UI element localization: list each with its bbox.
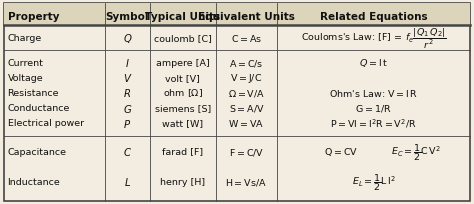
Text: $\mathrm{W=VA}$: $\mathrm{W=VA}$ bbox=[228, 118, 264, 129]
Text: Ohm's Law: $\mathrm{V{=}I\,R}$: Ohm's Law: $\mathrm{V{=}I\,R}$ bbox=[329, 88, 418, 98]
Text: $Q$: $Q$ bbox=[123, 32, 132, 45]
Text: Resistance: Resistance bbox=[8, 89, 59, 98]
Text: coulomb [C]: coulomb [C] bbox=[154, 34, 212, 43]
Text: farad [F]: farad [F] bbox=[162, 147, 203, 156]
Text: siemens [S]: siemens [S] bbox=[155, 104, 211, 113]
Text: Charge: Charge bbox=[8, 34, 42, 43]
Text: $Q{=}\mathrm{I\,t}$: $Q{=}\mathrm{I\,t}$ bbox=[359, 57, 388, 69]
Text: Couloms's Law: [F]$\,{=}\,f_e\dfrac{|Q_1\,Q_2|}{r^2}$: Couloms's Law: [F]$\,{=}\,f_e\dfrac{|Q_1… bbox=[301, 27, 447, 51]
Text: volt [V]: volt [V] bbox=[165, 73, 200, 82]
Text: Symbol: Symbol bbox=[106, 11, 149, 21]
Text: $\Omega\mathrm{=V/A}$: $\Omega\mathrm{=V/A}$ bbox=[228, 88, 265, 98]
Text: watt [W]: watt [W] bbox=[162, 119, 203, 128]
Text: Voltage: Voltage bbox=[8, 73, 43, 82]
Text: $P$: $P$ bbox=[123, 117, 131, 129]
Text: ampere [A]: ampere [A] bbox=[156, 58, 210, 67]
Text: $\mathrm{H=Vs/A}$: $\mathrm{H=Vs/A}$ bbox=[226, 176, 267, 187]
Text: Current: Current bbox=[8, 58, 44, 67]
Text: $\mathrm{C=As}$: $\mathrm{C=As}$ bbox=[231, 33, 262, 44]
Text: ohm [$\Omega$]: ohm [$\Omega$] bbox=[163, 87, 203, 99]
Text: $I$: $I$ bbox=[125, 57, 130, 69]
Text: $\mathrm{F=C/V}$: $\mathrm{F=C/V}$ bbox=[229, 146, 264, 157]
Text: Electrical power: Electrical power bbox=[8, 119, 83, 128]
Text: $E_C{=}\dfrac{1}{2}\mathrm{C\,V^2}$: $E_C{=}\dfrac{1}{2}\mathrm{C\,V^2}$ bbox=[391, 141, 441, 162]
Text: $\mathrm{G{=}1/R}$: $\mathrm{G{=}1/R}$ bbox=[356, 103, 392, 113]
Text: Inductance: Inductance bbox=[8, 177, 60, 186]
Text: $R$: $R$ bbox=[123, 87, 131, 99]
Text: Property: Property bbox=[8, 11, 59, 21]
Text: $\mathrm{P{=}VI{=}I^2R{=}V^2/R}$: $\mathrm{P{=}VI{=}I^2R{=}V^2/R}$ bbox=[330, 117, 417, 129]
Text: $\mathrm{V=J/C}$: $\mathrm{V=J/C}$ bbox=[230, 71, 263, 84]
Text: henry [H]: henry [H] bbox=[160, 177, 205, 186]
Text: Capacitance: Capacitance bbox=[8, 147, 66, 156]
Text: $\mathrm{S=A/V}$: $\mathrm{S=A/V}$ bbox=[228, 103, 264, 113]
Bar bbox=[4, 4, 470, 26]
Text: $C$: $C$ bbox=[123, 145, 132, 157]
Text: $\mathrm{A=C/s}$: $\mathrm{A=C/s}$ bbox=[229, 57, 264, 68]
Text: $V$: $V$ bbox=[123, 72, 132, 84]
Text: Conductance: Conductance bbox=[8, 104, 70, 113]
Text: Typical Units: Typical Units bbox=[145, 11, 220, 21]
Text: Equivalent Units: Equivalent Units bbox=[198, 11, 295, 21]
Text: $L$: $L$ bbox=[124, 175, 131, 187]
Text: $\mathrm{Q{=}CV}$: $\mathrm{Q{=}CV}$ bbox=[324, 145, 358, 157]
Text: Related Equations: Related Equations bbox=[320, 11, 428, 21]
Text: $E_L{=}\dfrac{1}{2}\mathrm{L\,I^2}$: $E_L{=}\dfrac{1}{2}\mathrm{L\,I^2}$ bbox=[352, 171, 396, 192]
Text: $G$: $G$ bbox=[123, 102, 132, 114]
